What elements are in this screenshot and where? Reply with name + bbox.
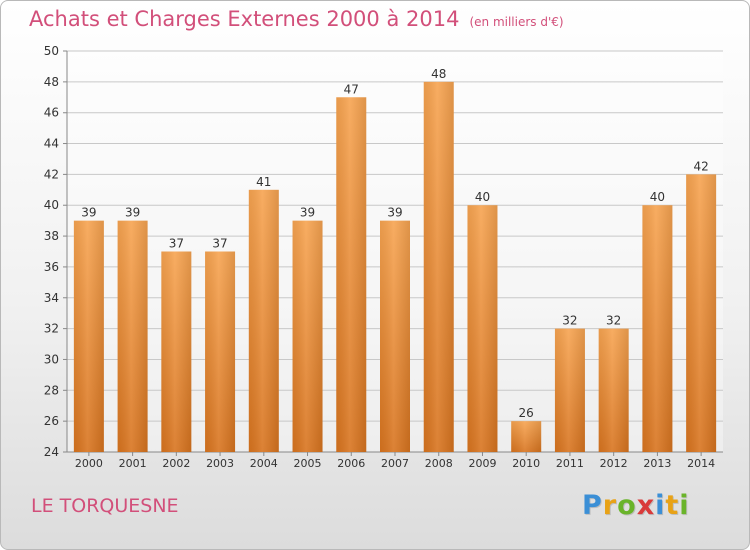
y-tick-label: 46 [44,106,59,120]
y-tick-label: 34 [44,291,59,305]
bar-value-label: 40 [475,190,490,204]
x-tick-label: 2012 [600,457,628,470]
bar-value-label: 39 [387,206,402,220]
y-tick-label: 44 [44,137,59,151]
logo-letter: t [665,490,680,521]
bar-value-label: 26 [519,406,534,420]
bar-value-label: 39 [125,206,140,220]
x-tick-label: 2010 [512,457,540,470]
logo-letter: P [582,490,603,521]
y-tick-label: 50 [44,44,59,58]
bar-value-label: 47 [344,82,359,96]
x-tick-label: 2013 [643,457,671,470]
x-tick-label: 2003 [206,457,234,470]
y-tick-label: 30 [44,352,59,366]
x-tick-label: 2014 [687,457,715,470]
bar-shine [161,251,192,452]
bar-value-label: 37 [212,237,227,251]
x-tick-label: 2002 [162,457,190,470]
bar-shine [117,220,148,452]
y-tick-label: 38 [44,229,59,243]
logo-letter: o [617,490,637,521]
bar-value-label: 37 [169,237,184,251]
bar-shine [686,174,717,452]
bar-shine [554,328,585,452]
x-tick-label: 2007 [381,457,409,470]
y-tick-label: 28 [44,383,59,397]
x-tick-label: 2008 [425,457,453,470]
bar-value-label: 39 [81,206,96,220]
bar-value-label: 42 [693,159,708,173]
x-tick-label: 2001 [119,457,147,470]
bar-value-label: 32 [562,314,577,328]
bar-shine [380,220,410,452]
y-tick-label: 48 [44,75,59,89]
x-tick-label: 2000 [75,457,103,470]
logo-letter: i [679,490,690,521]
chart-title: Achats et Charges Externes 2000 à 2014 (e… [29,7,564,31]
y-tick-label: 36 [44,260,59,274]
bar-value-label: 32 [606,314,621,328]
y-tick-label: 24 [44,445,59,459]
bar-shine [336,97,367,453]
commune-name: LE TORQUESNE [31,495,179,517]
bar-shine [423,81,454,452]
y-tick-label: 40 [44,198,59,212]
chart-subtitle: (en milliers d'€) [469,15,564,29]
chart-title-text: Achats et Charges Externes 2000 à 2014 [29,7,460,31]
bar-shine [511,421,542,452]
bar-shine [642,205,673,452]
x-tick-label: 2004 [250,457,278,470]
bar-shine [292,220,323,452]
logo-letter: i [655,490,666,521]
bar-value-label: 39 [300,206,315,220]
x-tick-label: 2009 [468,457,496,470]
x-tick-label: 2011 [556,457,584,470]
x-tick-label: 2006 [337,457,365,470]
logo-letter: x [636,490,656,521]
bar-shine [73,220,104,452]
bar-shine [598,328,629,452]
bar-shine [205,251,236,452]
bar-value-label: 48 [431,67,446,81]
y-tick-label: 32 [44,322,59,336]
y-tick-label: 42 [44,167,59,181]
logo-letter: r [602,490,618,521]
x-tick-label: 2005 [294,457,322,470]
bar-shine [248,189,279,453]
proxiti-logo: Proxiti [582,490,690,521]
bar-value-label: 40 [650,190,665,204]
y-tick-label: 26 [44,414,59,428]
bar-shine [467,205,498,452]
bar-value-label: 41 [256,175,271,189]
